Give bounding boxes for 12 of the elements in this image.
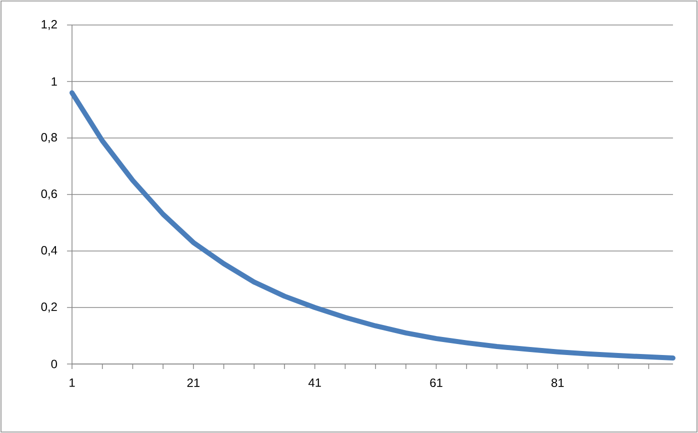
y-tick-label: 0,2 bbox=[41, 302, 57, 312]
y-tick-label: 0,4 bbox=[41, 246, 58, 256]
y-tick-label: 0 bbox=[51, 360, 58, 368]
x-tick-label: 1 bbox=[70, 378, 75, 387]
x-tick-label: 41 bbox=[308, 378, 321, 387]
y-tick-label: 1,2 bbox=[42, 20, 57, 30]
y-tick-label: 0,6 bbox=[41, 190, 57, 200]
x-tick-label: 61 bbox=[430, 378, 442, 388]
y-tick-label: 1 bbox=[52, 77, 57, 86]
y-tick-label: 0,8 bbox=[41, 133, 57, 143]
x-tick-label: 81 bbox=[551, 378, 564, 388]
x-tick-label: 21 bbox=[187, 378, 200, 387]
